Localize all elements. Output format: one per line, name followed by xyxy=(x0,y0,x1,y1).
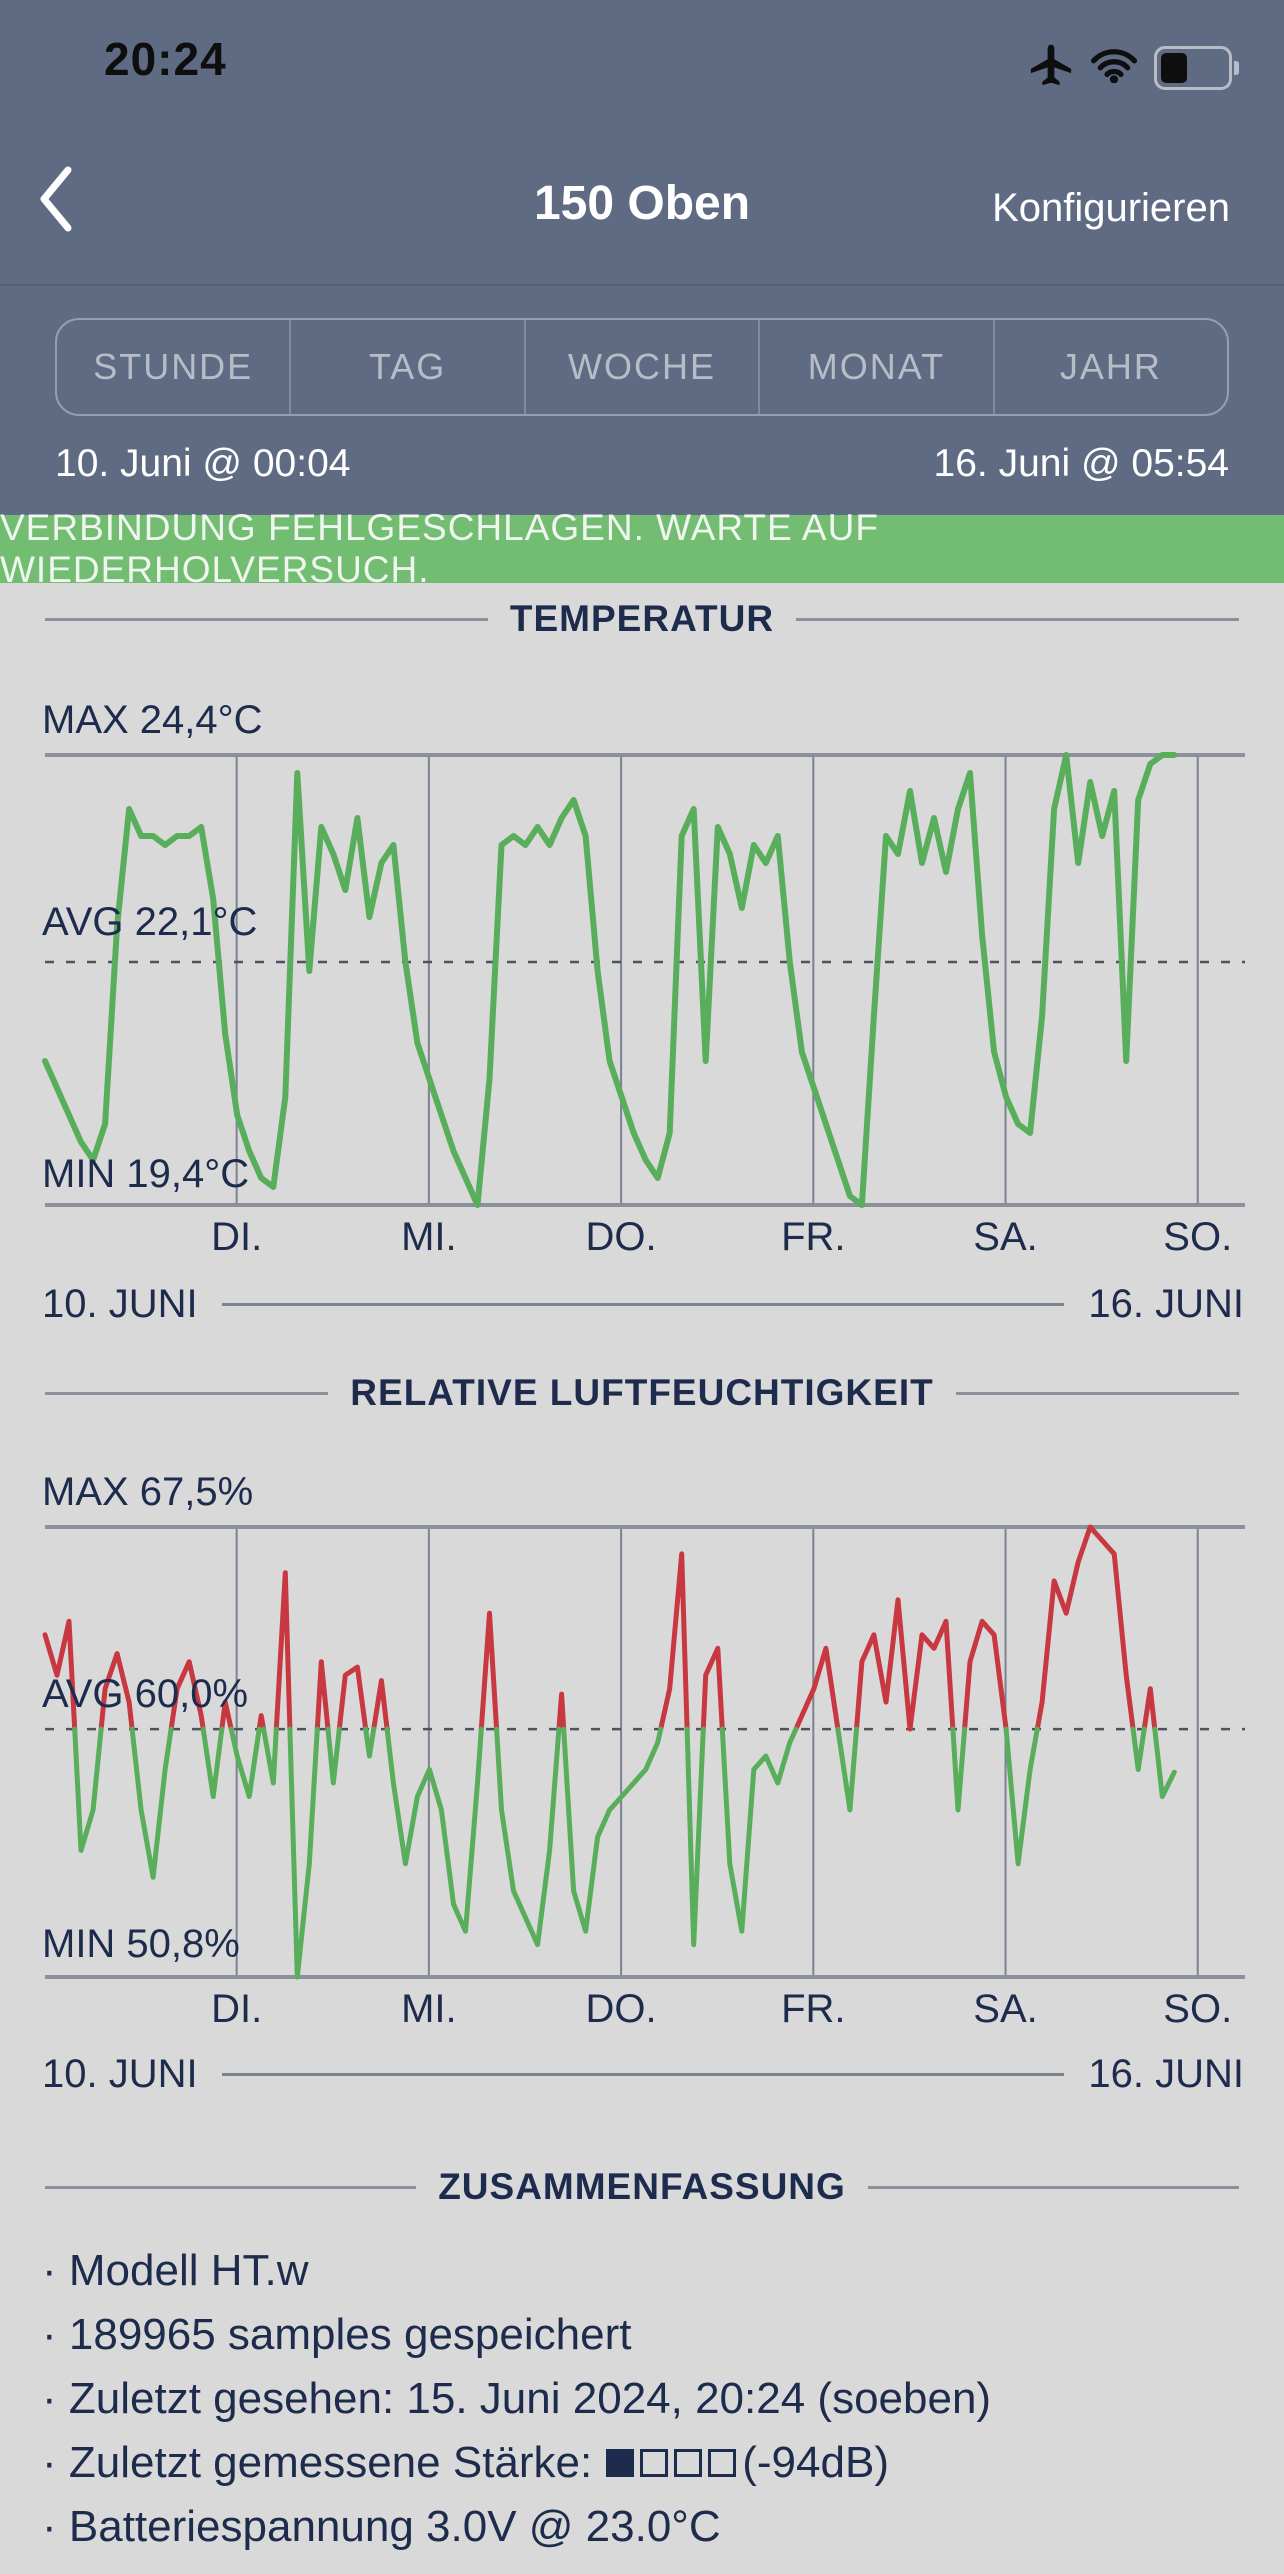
x-axis-day-label: SA. xyxy=(973,1215,1038,1259)
signal-bar-empty xyxy=(708,2449,737,2477)
tab-jahr[interactable]: JAHR xyxy=(992,320,1227,414)
signal-label: · Zuletzt gemessene Stärke: xyxy=(42,2438,593,2487)
x-axis-day-label: SO. xyxy=(1163,1987,1233,2031)
x-axis-day-label: SO. xyxy=(1163,1215,1233,1259)
summary-item-model: · Modell HT.w xyxy=(42,2246,309,2295)
x-axis-day-label: DO. xyxy=(585,1215,657,1259)
humidity-axis-start-label: 10. JUNI xyxy=(42,2052,198,2096)
temp-axis-start-label: 10. JUNI xyxy=(42,1282,198,1326)
x-axis-day-label: SA. xyxy=(973,1987,1038,2031)
airplane-mode-icon xyxy=(1028,42,1074,93)
humidity-min-label: MIN 50,8% xyxy=(42,1922,240,1966)
temperature-section-title-row: TEMPERATUR xyxy=(45,598,1240,640)
temp-date-axis-row: 10. JUNI 16. JUNI xyxy=(42,1282,1244,1327)
connection-status-banner: VERBINDUNG FEHLGESCHLAGEN. WARTE AUF WIE… xyxy=(0,507,1284,590)
range-end-datetime: 16. Juni @ 05:54 xyxy=(933,442,1229,485)
temp-min-label: MIN 19,4°C xyxy=(42,1152,250,1196)
humidity-chart xyxy=(42,1524,1245,1980)
battery-icon xyxy=(1154,45,1239,90)
x-axis-day-label: MI. xyxy=(401,1987,457,2031)
summary-item-battery: · Batteriespannung 3.0V @ 23.0°C xyxy=(42,2502,721,2551)
temperature-section-title: TEMPERATUR xyxy=(509,598,775,639)
divider-line xyxy=(45,1391,329,1395)
x-axis-day-label: MI. xyxy=(401,1215,457,1259)
divider-line xyxy=(45,617,488,621)
date-range-row: 10. Juni @ 00:04 16. Juni @ 05:54 xyxy=(55,442,1229,486)
tab-woche[interactable]: WOCHE xyxy=(523,320,758,414)
divider-line xyxy=(955,1391,1239,1395)
temp-avg-label: AVG 22,1°C xyxy=(42,900,258,944)
tab-monat[interactable]: MONAT xyxy=(758,320,992,414)
temp-axis-end-label: 16. JUNI xyxy=(1088,1282,1244,1326)
status-bar-icons xyxy=(1028,42,1239,93)
wifi-icon xyxy=(1090,47,1138,88)
summary-section-title: ZUSAMMENFASSUNG xyxy=(438,2166,846,2207)
summary-item-signal: · Zuletzt gemessene Stärke: (-94dB) xyxy=(42,2438,1242,2488)
summary-item-samples: · 189965 samples gespeichert xyxy=(42,2310,632,2359)
header: 20:24 150 Oben Konfigurieren xyxy=(0,0,1284,515)
battery-fill-level xyxy=(1161,52,1187,83)
temp-max-label: MAX 24,4°C xyxy=(42,698,263,742)
humidity-axis-end-label: 16. JUNI xyxy=(1088,2052,1244,2096)
period-tab-bar: STUNDE TAG WOCHE MONAT JAHR xyxy=(55,318,1229,416)
tab-stunde[interactable]: STUNDE xyxy=(93,346,254,387)
humidity-max-label: MAX 67,5% xyxy=(42,1470,254,1514)
divider-line xyxy=(867,2185,1239,2189)
signal-bar-empty xyxy=(640,2449,669,2477)
tab-tag[interactable]: TAG xyxy=(289,320,523,414)
signal-value: (-94dB) xyxy=(742,2438,889,2487)
summary-section-title-row: ZUSAMMENFASSUNG xyxy=(45,2166,1239,2208)
x-axis-day-label: DI. xyxy=(211,1987,263,2031)
temperature-chart xyxy=(42,752,1245,1208)
x-axis-day-label: FR. xyxy=(781,1215,846,1259)
axis-line xyxy=(221,1303,1065,1306)
status-bar-time: 20:24 xyxy=(104,33,227,85)
range-start-datetime: 10. Juni @ 00:04 xyxy=(55,442,351,485)
signal-strength-bars xyxy=(606,2449,737,2477)
humidity-section-title-row: RELATIVE LUFTFEUCHTIGKEIT xyxy=(45,1372,1239,1414)
nav-divider xyxy=(0,284,1284,286)
summary-list: · Modell HT.w · 189965 samples gespeiche… xyxy=(42,2246,1242,2566)
configure-button[interactable]: Konfigurieren xyxy=(992,186,1230,230)
x-axis-day-label: DO. xyxy=(585,1987,657,2031)
back-button[interactable] xyxy=(34,164,78,234)
signal-bar-filled xyxy=(606,2449,635,2477)
x-axis-day-label: FR. xyxy=(781,1987,846,2031)
page-title: 150 Oben xyxy=(533,177,751,230)
banner-text: VERBINDUNG FEHLGESCHLAGEN. WARTE AUF WIE… xyxy=(0,507,879,590)
divider-line xyxy=(45,2185,417,2189)
signal-bar-empty xyxy=(674,2449,703,2477)
humidity-avg-label: AVG 60,0% xyxy=(42,1672,249,1716)
humidity-section-title: RELATIVE LUFTFEUCHTIGKEIT xyxy=(350,1372,934,1413)
divider-line xyxy=(796,617,1240,621)
summary-item-last-seen: · Zuletzt gesehen: 15. Juni 2024, 20:24 … xyxy=(42,2374,992,2423)
x-axis-day-label: DI. xyxy=(211,1215,263,1259)
humidity-date-axis-row: 10. JUNI 16. JUNI xyxy=(42,2052,1244,2097)
axis-line xyxy=(221,2073,1065,2076)
